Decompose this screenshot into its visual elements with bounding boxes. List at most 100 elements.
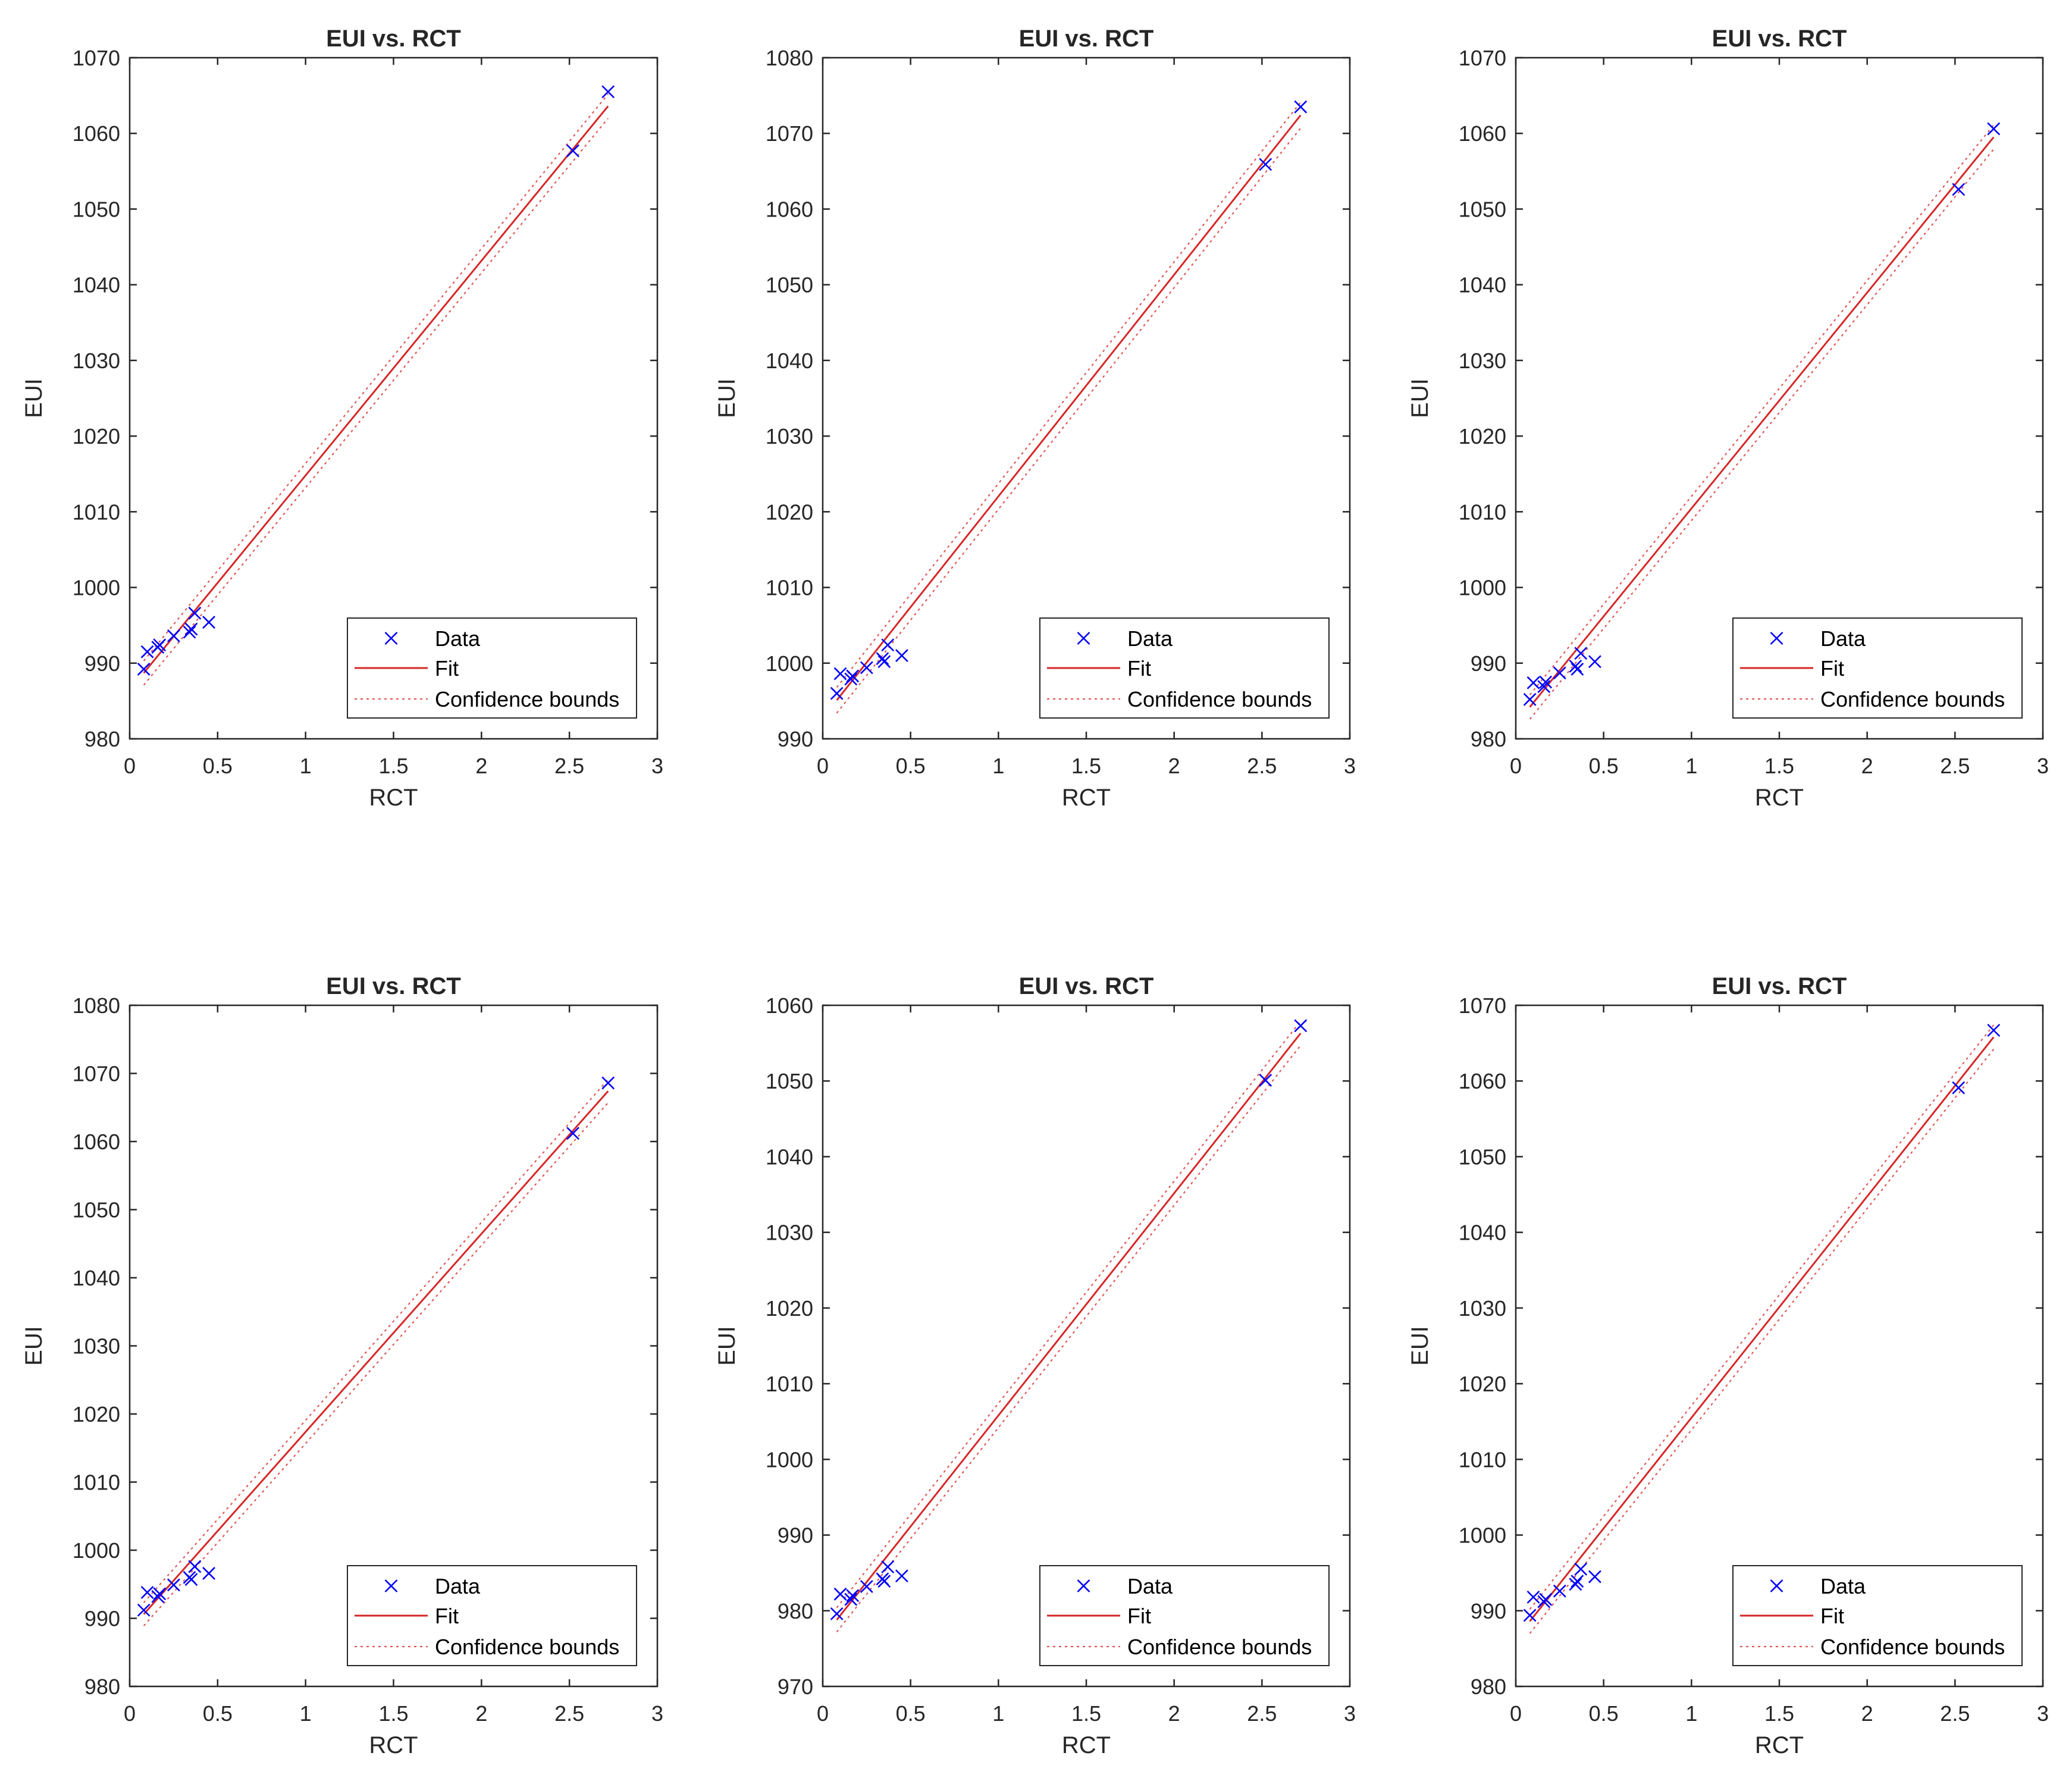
y-tick-label: 1030 bbox=[766, 1221, 813, 1245]
y-tick-label: 1020 bbox=[1459, 424, 1506, 449]
x-tick-label: 2.5 bbox=[1247, 754, 1277, 778]
legend: Data Fit Confidence bounds bbox=[1732, 617, 2023, 719]
y-axis-label: EUI bbox=[1407, 378, 1433, 418]
data-point-marker bbox=[860, 661, 873, 675]
x-tick-label: 1.5 bbox=[378, 754, 408, 778]
y-axis-label: EUI bbox=[714, 378, 740, 418]
y-tick-label: 1050 bbox=[1459, 197, 1506, 221]
chart-title: EUI vs. RCT bbox=[326, 26, 461, 52]
y-tick-label: 1040 bbox=[73, 273, 120, 297]
y-axis-label: EUI bbox=[21, 378, 47, 418]
x-tick-label: 0 bbox=[124, 754, 136, 778]
x-tick-label: 2 bbox=[475, 754, 487, 778]
data-point bbox=[202, 1567, 215, 1580]
data-point bbox=[566, 144, 579, 158]
legend-data-swatch bbox=[384, 1579, 398, 1592]
y-tick-label: 1070 bbox=[1459, 46, 1506, 70]
x-tick-label: 3 bbox=[651, 1701, 663, 1726]
data-point bbox=[846, 669, 860, 683]
y-tick-label: 1010 bbox=[73, 500, 120, 524]
y-tick-label: 1040 bbox=[73, 1266, 120, 1290]
data-point bbox=[1952, 183, 1966, 196]
legend-label: Data bbox=[435, 1574, 481, 1598]
y-tick-label: 1050 bbox=[766, 1069, 813, 1093]
data-point-marker bbox=[895, 1569, 908, 1583]
legend-label: Fit bbox=[435, 1604, 459, 1628]
chart-panel-2: 0 0.5 1 1.5 2 2.5 3 990 1000 1010 1020 1030 1040 1050… bbox=[714, 26, 1356, 811]
y-tick-label: 1060 bbox=[73, 121, 120, 146]
y-tick-label: 1010 bbox=[1459, 500, 1506, 524]
data-point bbox=[1526, 676, 1540, 689]
data-point bbox=[833, 1587, 847, 1601]
y-tick-label: 1030 bbox=[766, 424, 813, 449]
data-point-marker bbox=[830, 1607, 844, 1620]
y-tick-label: 990 bbox=[84, 1607, 120, 1631]
y-tick-label: 990 bbox=[778, 1523, 813, 1548]
x-tick-label: 3 bbox=[1344, 1701, 1356, 1726]
y-tick-label: 1060 bbox=[1459, 1069, 1506, 1093]
plot-content bbox=[137, 1076, 615, 1626]
y-tick-label: 1050 bbox=[1459, 1145, 1506, 1169]
data-point bbox=[1588, 1570, 1601, 1584]
x-axis-label: RCT bbox=[1755, 785, 1804, 811]
data-point-marker bbox=[1952, 183, 1966, 196]
data-point bbox=[846, 1589, 860, 1603]
data-point bbox=[137, 1603, 151, 1617]
legend-label: Data bbox=[1820, 1574, 1866, 1598]
y-tick-label: 1000 bbox=[766, 1447, 813, 1472]
legend: Data Fit Confidence bounds bbox=[1732, 1565, 2023, 1666]
fit-line bbox=[836, 114, 1302, 701]
plot-content bbox=[830, 1019, 1308, 1633]
chart-panel-5: 0 0.5 1 1.5 2 2.5 3 970 980 990 1000 1010 1020 1030 10… bbox=[714, 973, 1356, 1758]
legend-label: Fit bbox=[435, 656, 459, 681]
x-tick-label: 2 bbox=[1861, 1701, 1873, 1726]
x-tick-label: 1.5 bbox=[378, 1701, 408, 1726]
data-point bbox=[844, 672, 858, 686]
legend-label: Fit bbox=[1127, 1604, 1151, 1628]
y-tick-label: 1020 bbox=[73, 1402, 120, 1426]
data-point bbox=[601, 85, 615, 99]
chart-panel-6: 0 0.5 1 1.5 2 2.5 3 980 990 1000 1010 1020 1030 1040 1… bbox=[1407, 973, 2049, 1758]
data-point bbox=[153, 638, 167, 652]
data-point-marker bbox=[876, 652, 889, 666]
x-tick-label: 1 bbox=[992, 1701, 1004, 1726]
x-tick-label: 3 bbox=[2037, 754, 2049, 778]
plot-content bbox=[1523, 1024, 2001, 1634]
data-point-marker bbox=[566, 144, 579, 158]
data-point bbox=[1569, 659, 1582, 673]
data-point-marker bbox=[601, 1076, 615, 1090]
y-tick-label: 1000 bbox=[1459, 1523, 1506, 1548]
legend: Data Fit Confidence bounds bbox=[347, 617, 637, 719]
y-tick-label: 1000 bbox=[73, 576, 120, 600]
legend: Data Fit Confidence bounds bbox=[1039, 617, 1330, 719]
y-tick-label: 1030 bbox=[73, 1334, 120, 1359]
data-point bbox=[1553, 666, 1566, 680]
y-tick-label: 1070 bbox=[73, 1062, 120, 1086]
data-point-marker bbox=[1588, 1570, 1601, 1584]
data-point-marker bbox=[844, 1592, 858, 1606]
y-tick-label: 1020 bbox=[766, 500, 813, 524]
y-tick-label: 980 bbox=[778, 1599, 813, 1623]
y-tick-label: 1000 bbox=[766, 651, 813, 676]
y-tick-label: 990 bbox=[84, 651, 120, 676]
data-point-marker bbox=[202, 1567, 215, 1580]
data-point-marker bbox=[1574, 1562, 1588, 1576]
y-tick-label: 1040 bbox=[766, 1145, 813, 1169]
data-point-marker bbox=[877, 655, 891, 669]
legend-label: Confidence bounds bbox=[1820, 1635, 2005, 1659]
data-point-marker bbox=[183, 625, 196, 639]
legend-label: Confidence bounds bbox=[1820, 687, 2005, 711]
data-point bbox=[1574, 1562, 1588, 1576]
y-axis-label: EUI bbox=[21, 1326, 47, 1366]
data-point-marker bbox=[1294, 100, 1308, 114]
legend: Data Fit Confidence bounds bbox=[1039, 1565, 1330, 1666]
x-axis-label: RCT bbox=[1755, 1732, 1804, 1758]
x-tick-label: 1.5 bbox=[1764, 1701, 1794, 1726]
y-tick-label: 1010 bbox=[73, 1470, 120, 1495]
data-point bbox=[877, 1575, 891, 1588]
x-tick-label: 1.5 bbox=[1071, 1701, 1101, 1726]
y-tick-label: 970 bbox=[778, 1675, 813, 1699]
y-tick-label: 1070 bbox=[766, 121, 813, 146]
data-point bbox=[1526, 1590, 1540, 1604]
